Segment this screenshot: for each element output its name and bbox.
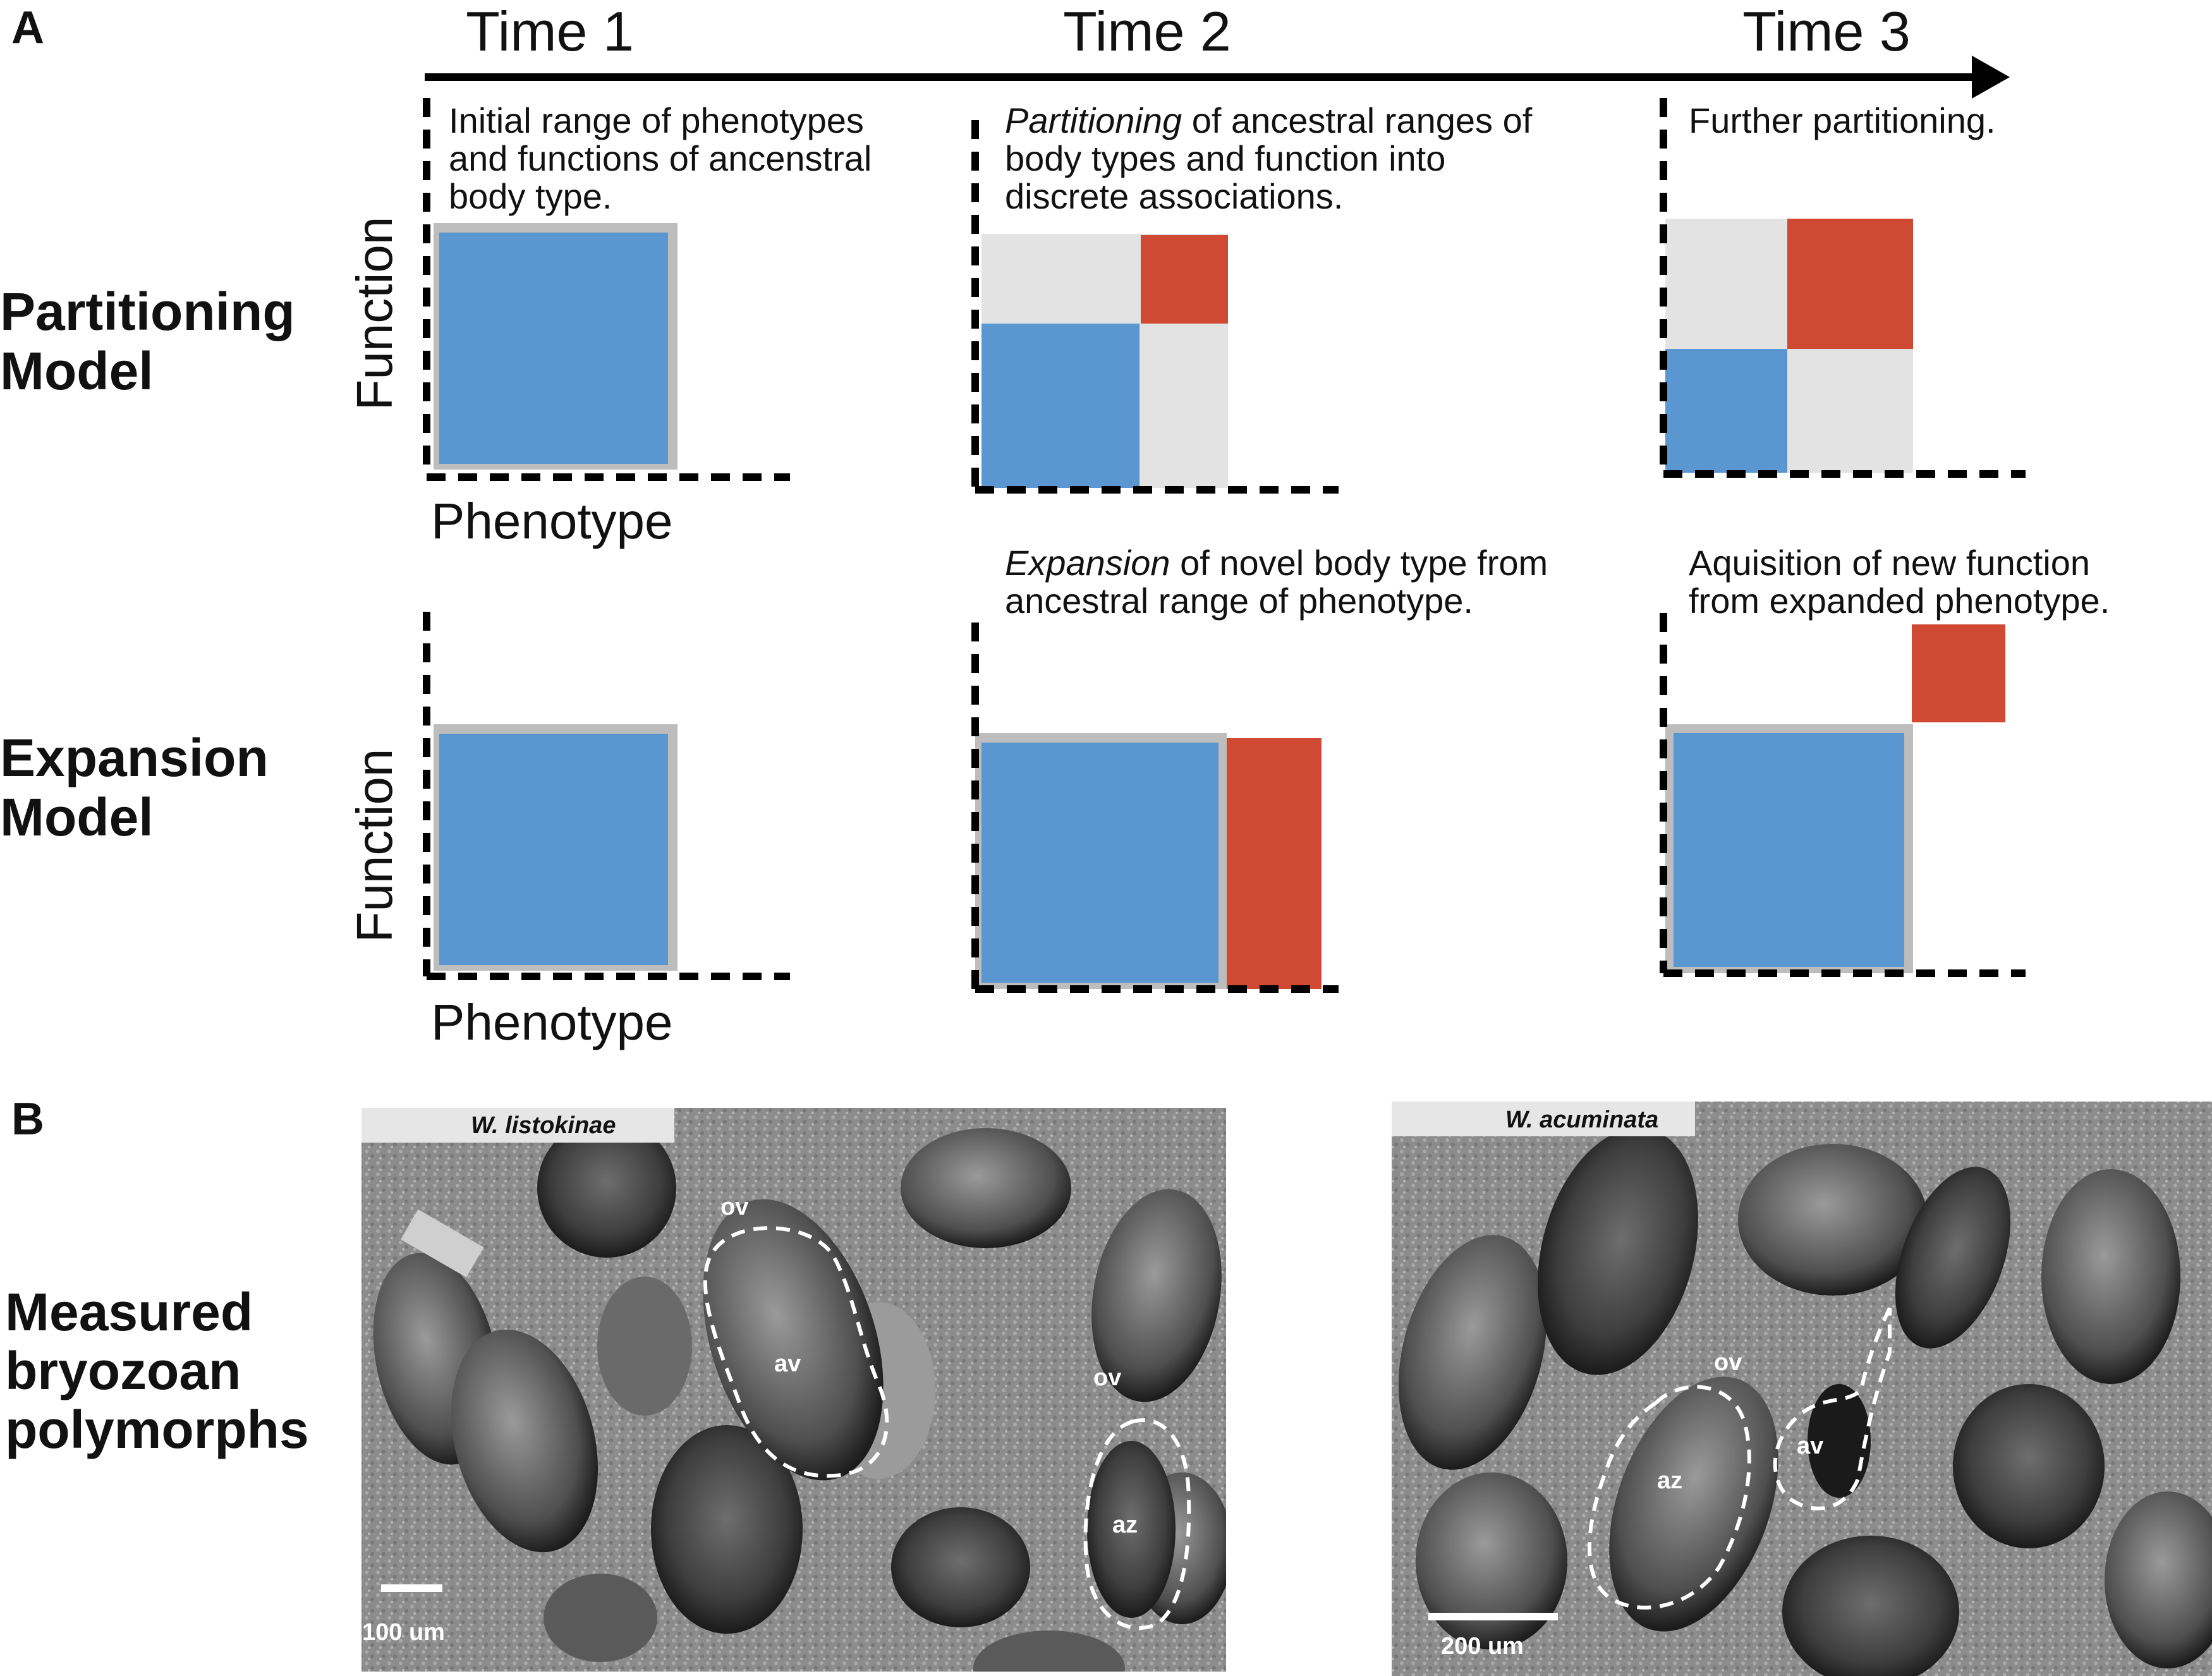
- species-name-listokinae: W. listokinae: [471, 1112, 616, 1139]
- ancestral-range-box: [981, 743, 1218, 983]
- ov-label-1: ov: [720, 1194, 748, 1220]
- ov-label-3: ov: [1714, 1349, 1742, 1376]
- av-label-2: av: [1797, 1433, 1823, 1459]
- expansion-row-label-1: Expansion: [0, 728, 269, 787]
- panel-b-letter: B: [11, 1094, 44, 1145]
- partitioning-t2-rest: of ancestral ranges of: [1182, 100, 1533, 140]
- sem-photo-listokinae: ov av ov az 100 um: [362, 1108, 1226, 1672]
- partitioning-t1-text-2: and functions of ancenstral: [449, 138, 872, 178]
- panel-b-title-1: Measured: [5, 1282, 253, 1342]
- av-outline: [703, 1226, 889, 1478]
- species-name-acuminata: W. acuminata: [1505, 1107, 1658, 1133]
- partitioning-time2-plot: [971, 120, 1339, 494]
- partitioning-term: Partitioning: [1005, 100, 1182, 140]
- partitioning-row-label-2: Model: [0, 341, 154, 401]
- partitioning-t2-text-2: body types and function into: [1005, 138, 1445, 178]
- time-2-label: Time 2: [1063, 0, 1231, 63]
- expansion-time2-plot: [971, 622, 1339, 993]
- zooid-texture: [1398, 1127, 2212, 1676]
- expansion-t2-text-2: ancestral range of phenotype.: [1005, 581, 1473, 621]
- panel-b-title-2: bryozoan: [5, 1341, 241, 1400]
- panel-a-letter: A: [11, 3, 44, 53]
- partitioning-t1-text-1: Initial range of phenotypes: [449, 100, 864, 140]
- expansion-term: Expansion: [1005, 543, 1170, 583]
- x-axis-label-expansion: Phenotype: [431, 994, 673, 1050]
- partitioning-t3-text: Further partitioning.: [1689, 100, 1996, 140]
- derived-association-box: [1141, 235, 1228, 324]
- partitioning-t2-text-3: discrete associations.: [1005, 176, 1343, 216]
- ancestral-association-box: [1665, 349, 1787, 473]
- partitioning-time3-plot: [1660, 98, 2026, 478]
- expansion-t2-text-1: Expansion of novel body type from: [1005, 543, 1548, 583]
- scale-label-100: 100 um: [362, 1619, 445, 1646]
- partitioning-time1-plot: [423, 98, 790, 481]
- species-tag-bg-2: [1392, 1102, 1695, 1136]
- time-arrow: [425, 56, 2010, 99]
- ov-label-2: ov: [1093, 1364, 1121, 1391]
- expansion-time1-plot: [423, 612, 790, 980]
- y-axis-label-expansion: Function: [346, 749, 403, 943]
- partitioning-t1-text-3: body type.: [449, 176, 612, 216]
- sem-photo-acuminata: ov az av 200 um: [1392, 1102, 2212, 1676]
- az-outline-2: [1588, 1385, 1751, 1610]
- expansion-t3-text-2: from expanded phenotype.: [1689, 581, 2110, 621]
- expansion-time3-plot: [1660, 613, 2026, 977]
- x-axis-label-partitioning: Phenotype: [431, 493, 673, 549]
- ancestral-range-box: [439, 734, 668, 965]
- y-axis-label-partitioning: Function: [346, 217, 403, 411]
- zooid-texture: [373, 1119, 1226, 1672]
- panel-b-title-3: polymorphs: [5, 1400, 309, 1459]
- time-3-label: Time 3: [1742, 0, 1911, 63]
- expansion-row-label-2: Model: [0, 787, 154, 847]
- ancestral-range-box: [439, 233, 668, 464]
- partitioning-row-label-1: Partitioning: [0, 282, 295, 341]
- az-label-1: az: [1112, 1512, 1138, 1538]
- expansion-t2-rest: of novel body type from: [1170, 543, 1548, 583]
- expansion-t3-text-1: Aquisition of new function: [1689, 543, 2090, 583]
- az-outline-1: [1083, 1418, 1191, 1630]
- partitioning-t2-text-1: Partitioning of ancestral ranges of: [1005, 100, 1533, 140]
- scale-label-200: 200 um: [1441, 1633, 1524, 1660]
- av-outline-2: [1773, 1307, 1892, 1510]
- new-function-box: [1912, 624, 2005, 722]
- time-1-label: Time 1: [466, 0, 634, 63]
- species-tag-bg-1: [362, 1108, 674, 1143]
- ancestral-association-box: [981, 324, 1139, 488]
- az-label-2: az: [1657, 1467, 1682, 1494]
- ancestral-range-box: [1674, 733, 1904, 967]
- av-label-1: av: [774, 1351, 801, 1377]
- novel-body-type-box: [1227, 738, 1322, 989]
- derived-association-box: [1787, 219, 1913, 349]
